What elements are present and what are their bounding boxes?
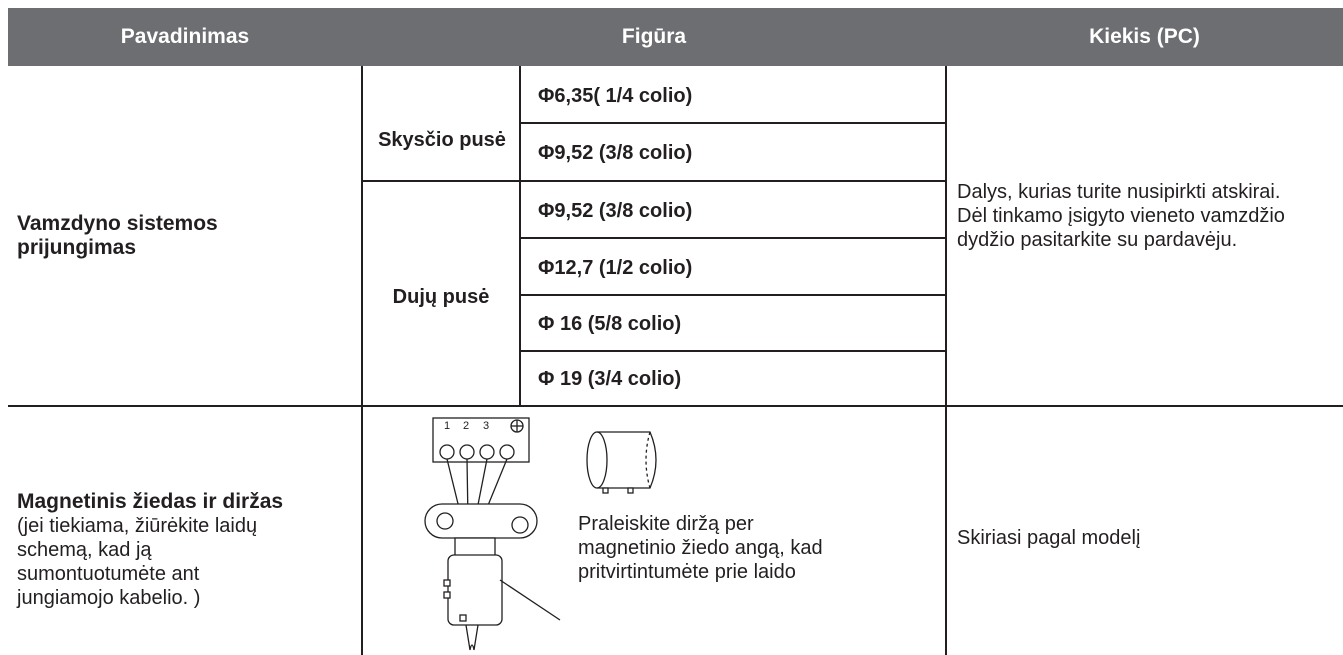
terminal-label: 2 [463, 420, 470, 432]
size: Φ9,52 (3/8 colio) [538, 200, 693, 222]
row-name: Vamzdyno sistemos prijungimas [17, 212, 218, 259]
caption: Praleiskite diržą per magnetinio žiedo a… [578, 513, 823, 583]
size: Φ 19 (3/4 colio) [538, 368, 682, 390]
row-note: (jei tiekiama, žiūrėkite laidų schemą, k… [17, 515, 258, 609]
quantity: Dalys, kurias turite nusipirkti atskirai… [957, 181, 1285, 251]
size: Φ6,35( 1/4 colio) [538, 85, 693, 107]
header-bg [8, 8, 1343, 66]
size: Φ 16 (5/8 colio) [538, 313, 682, 335]
group-label: Dujų pusė [392, 286, 490, 308]
quantity: Skiriasi pagal modelį [957, 527, 1141, 549]
group-label: Skysčio pusė [378, 129, 506, 151]
header-cell: Figūra [621, 25, 687, 48]
ring-diagram [424, 417, 657, 651]
terminal-label: 1 [444, 420, 451, 432]
size: Φ9,52 (3/8 colio) [538, 142, 693, 164]
header-cell: Pavadinimas [120, 25, 250, 48]
row-name: Magnetinis žiedas ir diržas [17, 490, 284, 513]
size: Φ12,7 (1/2 colio) [538, 257, 693, 279]
header-cell: Kiekis (PC) [1089, 25, 1200, 48]
terminal-label: 3 [483, 420, 490, 432]
